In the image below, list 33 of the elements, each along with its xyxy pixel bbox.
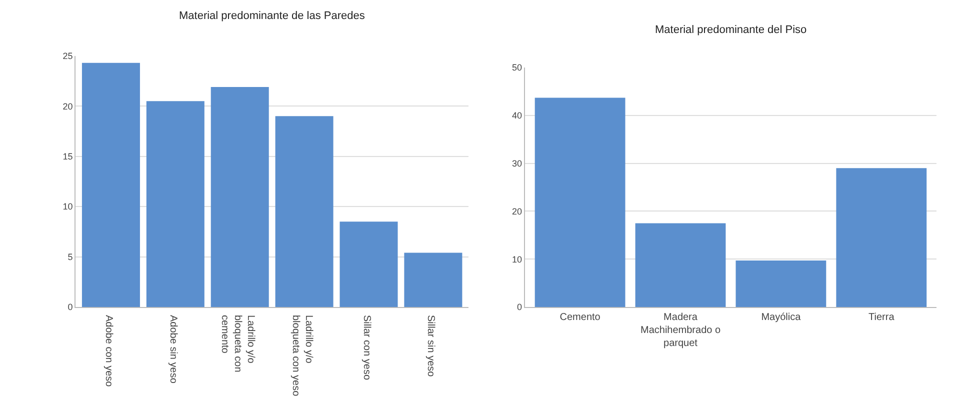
y-tick-label: 10 (512, 254, 522, 264)
bar (82, 62, 140, 307)
chart-title: Material predominante del Piso (655, 24, 807, 36)
y-tick-label: 15 (62, 151, 73, 162)
y-tick-label: 50 (512, 62, 522, 73)
y-tick-label: 0 (68, 302, 73, 312)
y-tick-label: 5 (68, 252, 73, 262)
y-tick-label: 20 (512, 206, 522, 216)
bar (836, 168, 927, 307)
bar (275, 116, 334, 307)
x-tick-label: Cemento (560, 312, 601, 323)
bar (635, 223, 726, 307)
y-tick-label: 20 (62, 101, 73, 112)
bar (736, 260, 826, 307)
bar (210, 87, 269, 307)
y-tick-label: 0 (516, 302, 522, 312)
x-tick-label: Ladrillo y/o bloqueta con cemento (218, 315, 256, 372)
x-tick-label: Tierra (868, 312, 895, 323)
bar (534, 98, 626, 307)
x-tick-label: Adobe sin yeso (167, 315, 178, 384)
bar (340, 222, 398, 307)
x-tick-label: Mayólica (761, 312, 802, 323)
bar (404, 252, 462, 307)
y-tick-label: 10 (62, 202, 73, 212)
y-tick-label: 25 (62, 51, 73, 62)
y-tick-label: 30 (512, 158, 522, 168)
x-tick-label: Sillar sin yeso (425, 315, 436, 378)
x-tick-label: Adobe con yeso (102, 315, 114, 388)
y-tick-label: 40 (512, 110, 522, 121)
x-tick-label: Sillar con yeso (360, 315, 372, 380)
chart-title: Material predominante de las Paredes (179, 10, 366, 22)
x-tick-label: Madera Machihembrado o parquet (640, 312, 721, 349)
bar (146, 101, 204, 307)
